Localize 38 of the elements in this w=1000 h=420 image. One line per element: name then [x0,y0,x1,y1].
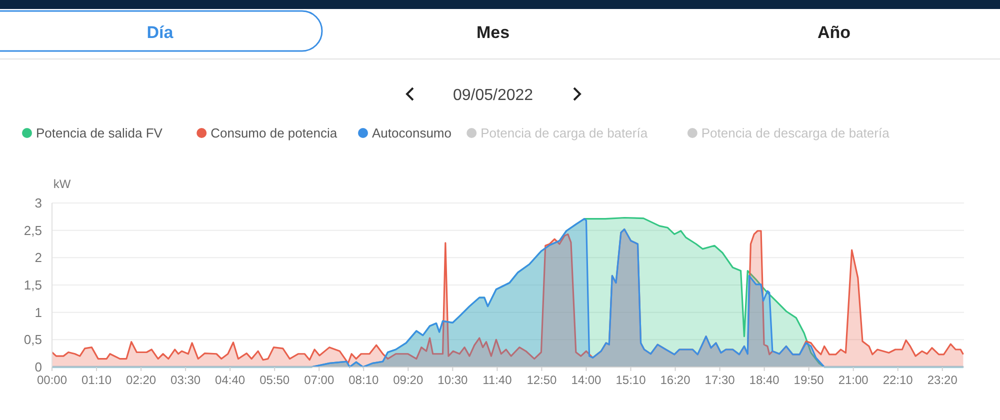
x-tick-label: 19:50 [794,373,824,387]
x-tick-label: 00:00 [36,373,68,387]
legend-label: Autoconsumo [372,126,452,140]
x-tick-label: 18:40 [749,373,780,387]
x-tick-label: 01:10 [82,373,112,387]
y-tick-label: 1 [34,304,42,320]
x-tick-label: 09:20 [393,373,424,387]
x-tick-label: 16:20 [660,373,691,387]
x-tick-label: 23:20 [927,373,958,387]
text: Año [817,23,851,42]
y-tick-label: 2 [34,250,42,266]
x-tick-label: 22:10 [882,373,914,387]
y-tick-label: 1,5 [24,278,42,292]
x-tick-label: 05:50 [260,373,290,387]
y-tick-label: 0 [34,360,42,374]
x-tick-label: 12:50 [526,373,558,387]
x-tick-label: 08:10 [348,373,379,387]
y-tick-label: 3 [34,196,42,210]
y-tick-label: 2,5 [24,222,42,238]
y-axis-title: kW [53,177,72,191]
text: Día [146,23,174,42]
x-tick-label: 21:00 [838,373,869,387]
text: Mes [476,23,510,42]
legend-label: Potencia de salida FV [36,126,163,140]
y-tick-label: 0,5 [24,332,42,348]
chart-title: 09/05/2022 [452,87,534,104]
legend-label: Potencia de carga de batería [480,126,648,140]
x-tick-label: 15:10 [616,373,646,387]
legend-label: Consumo de potencia [210,126,338,140]
x-tick-label: 03:30 [170,373,201,387]
x-tick-label: 04:40 [215,373,246,387]
x-tick-label: 11:40 [482,373,512,387]
x-tick-label: 10:30 [438,373,468,387]
legend-label: Potencia de descarga de batería [701,126,890,140]
x-tick-label: 17:30 [704,373,736,387]
x-tick-label: 02:20 [126,373,156,387]
x-tick-label: 07:00 [304,373,334,387]
x-tick-label: 14:00 [571,373,602,387]
